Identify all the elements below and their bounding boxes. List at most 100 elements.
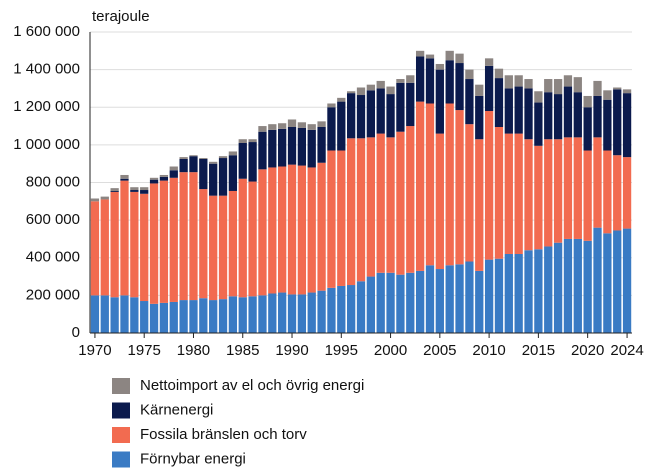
bar-segment xyxy=(100,196,109,200)
bar-segment xyxy=(238,297,247,333)
y-tick-label: 1 600 000 xyxy=(13,23,80,40)
bar-segment xyxy=(199,158,208,190)
bar-segment xyxy=(149,177,159,180)
bar-segment xyxy=(130,297,139,333)
bar-segment xyxy=(504,75,513,89)
bar-segment xyxy=(199,158,208,159)
bar-segment xyxy=(376,88,385,134)
legend-label: Förnybar energi xyxy=(140,450,246,467)
bar-segment xyxy=(386,94,395,138)
bar-segment xyxy=(622,228,632,333)
bar-segment xyxy=(317,121,326,128)
bar-segment xyxy=(504,253,513,333)
bar-segment xyxy=(524,88,533,140)
bar-segment xyxy=(534,91,543,103)
bar-segment xyxy=(189,172,198,301)
bar-segment xyxy=(218,156,228,159)
x-tick-label: 2000 xyxy=(374,342,407,359)
bar-segment xyxy=(544,79,553,93)
bar-segment xyxy=(317,127,326,163)
bar-segment xyxy=(553,94,563,140)
bar-segment xyxy=(169,166,178,171)
bar-segment xyxy=(366,84,375,91)
bar-segment xyxy=(425,54,435,59)
bar-segment xyxy=(534,249,543,333)
bar-segment xyxy=(406,126,415,273)
bar-segment xyxy=(307,167,316,293)
bar-segment xyxy=(110,188,119,191)
bar-segment xyxy=(573,92,582,138)
bar-segment xyxy=(238,142,247,179)
bar-segment xyxy=(307,124,316,130)
bar-segment xyxy=(140,301,149,333)
x-tick-label: 1970 xyxy=(78,342,111,359)
x-tick-label: 1980 xyxy=(177,342,210,359)
bar-segment xyxy=(327,150,336,288)
bar-segment xyxy=(347,285,356,333)
bar-segment xyxy=(514,133,523,254)
bar-segment xyxy=(278,123,287,129)
bar-segment xyxy=(140,193,149,302)
bar-segment xyxy=(317,162,326,291)
bar-segment xyxy=(524,139,533,251)
bar-segment xyxy=(563,75,573,87)
bar-segment xyxy=(268,293,277,333)
bar-segment xyxy=(396,82,405,132)
legend-label: Kärnenergi xyxy=(140,401,213,418)
bar-segment xyxy=(435,269,444,333)
bar-segment xyxy=(356,138,366,282)
bar-segment xyxy=(297,165,307,295)
bar-segment xyxy=(534,102,543,146)
bar-segment xyxy=(583,150,592,241)
bar-segment xyxy=(189,155,198,157)
bar-segment xyxy=(475,95,484,140)
bar-segment xyxy=(435,63,444,70)
bar-segment xyxy=(100,199,109,296)
bar-segment xyxy=(337,285,346,333)
bar-segment xyxy=(593,137,602,228)
bar-segment xyxy=(573,137,582,239)
bar-segment xyxy=(327,103,336,108)
bar-segment xyxy=(465,261,474,333)
bar-segment xyxy=(347,93,356,139)
bar-segment xyxy=(120,180,129,296)
y-tick-label: 1 400 000 xyxy=(13,61,80,78)
bar-segment xyxy=(366,276,375,333)
bar-segment xyxy=(209,161,218,164)
bar-segment xyxy=(593,80,602,96)
bar-segment xyxy=(484,58,494,66)
bar-segment xyxy=(563,238,573,333)
bar-segment xyxy=(613,89,622,156)
bar-segment xyxy=(90,201,100,296)
bar-segment xyxy=(356,87,366,96)
bar-segment xyxy=(209,300,218,333)
bar-segment xyxy=(228,190,238,297)
bar-segment xyxy=(159,174,169,177)
bar-segment xyxy=(593,95,602,138)
bar-segment xyxy=(425,265,435,333)
bar-segment xyxy=(415,101,425,271)
bar-segment xyxy=(415,56,425,102)
bar-segment xyxy=(366,137,375,277)
bar-segment xyxy=(445,265,454,333)
legend-label: Nettoimport av el och övrig energi xyxy=(140,377,364,394)
bar-segment xyxy=(159,176,169,181)
bar-segment xyxy=(337,101,346,151)
bar-segment xyxy=(553,79,563,95)
bar-segment xyxy=(189,156,198,173)
bar-segment xyxy=(484,111,494,260)
bar-segment xyxy=(120,174,129,179)
bar-segment xyxy=(613,155,622,231)
bar-segment xyxy=(465,124,474,262)
bar-segment xyxy=(307,129,316,168)
bar-segment xyxy=(149,183,159,304)
bar-segment xyxy=(258,131,267,170)
bar-segment xyxy=(553,139,563,243)
bar-segment xyxy=(376,133,385,273)
bar-segment xyxy=(583,95,592,108)
bar-segment xyxy=(90,295,100,333)
bar-segment xyxy=(484,65,494,112)
bar-segment xyxy=(179,172,188,301)
bar-segment xyxy=(228,296,238,333)
bar-segment xyxy=(268,124,277,130)
